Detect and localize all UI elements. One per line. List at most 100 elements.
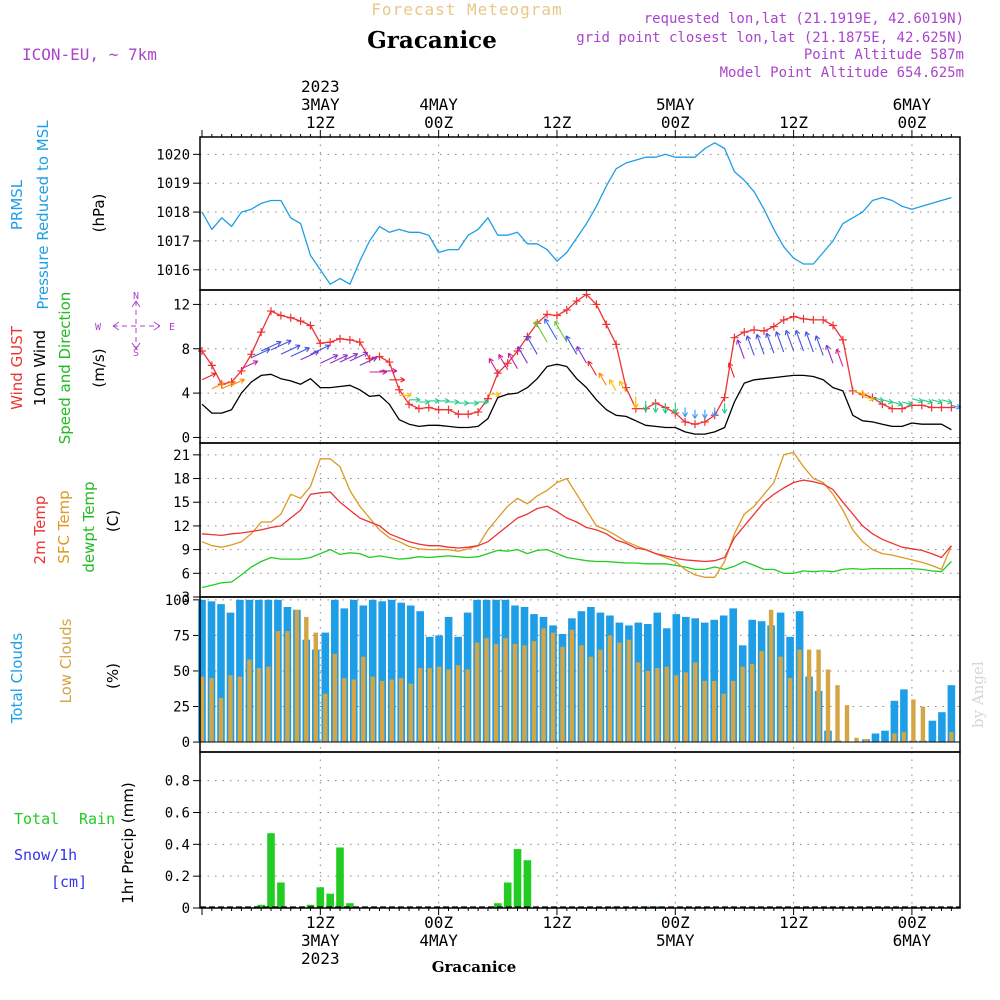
rain-bar xyxy=(503,882,512,908)
low-clouds-bar xyxy=(446,669,451,742)
total-clouds-bar xyxy=(900,689,908,742)
wind-gust-marker xyxy=(552,311,561,320)
wind-gust-marker xyxy=(888,404,897,413)
low-clouds-bar xyxy=(436,666,442,743)
wind-direction-arrow xyxy=(565,335,578,355)
low-clouds-bar xyxy=(294,609,300,742)
wind-direction-arrow xyxy=(692,409,698,419)
wind-gust-marker xyxy=(385,358,394,367)
rain-bar xyxy=(326,893,334,908)
wind-gust-marker xyxy=(276,311,285,320)
total-clouds-bar xyxy=(340,608,349,743)
low-clouds-bar xyxy=(787,678,793,743)
wind-gust-marker xyxy=(395,385,404,394)
bottom-time-label: 3MAY xyxy=(301,931,340,950)
low-clouds-bar xyxy=(522,645,527,742)
wind-direction-arrow xyxy=(794,329,805,352)
wind-gust-marker xyxy=(602,320,611,329)
wind-direction-arrow xyxy=(251,348,271,359)
temp-frame xyxy=(199,442,961,598)
total-clouds-bar xyxy=(236,599,244,742)
precip-unit-label: 1hr Precip (mm) xyxy=(119,782,137,903)
bottom-time-label: 12Z xyxy=(543,913,572,932)
wind-direction-arrow xyxy=(941,398,953,405)
wind-gust-marker xyxy=(543,310,552,319)
wind-gust-marker xyxy=(562,305,571,314)
low-clouds-bar xyxy=(750,663,755,742)
low-clouds-bar xyxy=(636,662,641,742)
wind-direction-arrow xyxy=(702,409,708,419)
wind-gust-marker xyxy=(592,300,601,309)
compass-e: E xyxy=(169,322,175,333)
rain-bar xyxy=(336,847,344,908)
clouds-side-labels: Total Clouds Low Clouds (%) xyxy=(8,618,122,724)
low-clouds-bar xyxy=(740,666,745,743)
low-clouds-bar xyxy=(550,632,556,743)
wind-gust-marker xyxy=(474,407,483,416)
wind-direction-arrow xyxy=(201,372,217,381)
bottom-time-label: 2023 xyxy=(301,949,340,968)
wind-direction-arrow xyxy=(359,356,378,366)
low-clouds-bar xyxy=(825,669,831,742)
dewpt-temp-line xyxy=(201,548,952,589)
total-label: Total xyxy=(14,810,59,828)
pressure-msl-label: Pressure Reduced to MSL xyxy=(34,120,52,310)
low-clouds-bar xyxy=(199,676,205,742)
low-clouds-bar xyxy=(768,609,774,742)
wind-direction-arrow xyxy=(804,331,814,353)
wind-direction-arrow xyxy=(882,398,894,405)
wind-gust-marker xyxy=(779,315,788,324)
top-time-label: 4MAY xyxy=(419,95,458,114)
wind-direction-arrow xyxy=(911,397,924,404)
wind-gust-marker xyxy=(700,417,709,426)
low-clouds-bar xyxy=(531,641,537,743)
total-clouds-bar xyxy=(368,599,377,742)
rain-bar xyxy=(257,904,265,908)
wind-10m-line xyxy=(201,363,952,435)
wind-gust-marker xyxy=(878,400,887,409)
wind-direction-arrow xyxy=(755,333,765,355)
wind-direction-arrow xyxy=(389,376,406,383)
wind-gust-marker xyxy=(799,314,808,323)
wind-gust-marker xyxy=(848,386,857,395)
compass-n: N xyxy=(133,291,139,302)
top-time-label: 00Z xyxy=(424,113,453,132)
low-clouds-bar xyxy=(607,635,613,743)
low-clouds-bar xyxy=(313,632,318,743)
top-time-label: 00Z xyxy=(897,113,926,132)
clouds-ytick-label: 25 xyxy=(173,699,190,715)
wind-direction-arrow xyxy=(211,382,225,390)
low-clouds-label: Low Clouds xyxy=(57,618,75,703)
wind-gust-marker xyxy=(838,335,847,344)
wind-gust-marker xyxy=(464,410,473,419)
low-clouds-bar xyxy=(702,680,707,742)
top-time-label: 12Z xyxy=(779,113,808,132)
precip-ytick-label: 0.2 xyxy=(165,869,190,885)
wind-direction-arrow xyxy=(814,335,824,356)
wind-gust-marker xyxy=(789,312,798,321)
wind-direction-arrow xyxy=(517,346,528,364)
temp-ytick-label: 18 xyxy=(173,472,190,488)
low-clouds-bar xyxy=(911,699,916,743)
low-clouds-bar xyxy=(304,616,309,742)
low-clouds-bar xyxy=(806,649,812,742)
wind-gust-marker xyxy=(829,321,838,330)
low-clouds-bar xyxy=(474,642,480,742)
pressure-unit-label: (hPa) xyxy=(90,194,108,233)
wind-direction-arrow xyxy=(320,354,339,364)
low-clouds-bar xyxy=(512,643,518,742)
wind-direction-arrow xyxy=(774,331,785,353)
wind-direction-arrow xyxy=(448,399,460,405)
temp-2m-line xyxy=(201,479,952,563)
low-clouds-bar xyxy=(484,638,489,742)
wind-gust-marker xyxy=(691,420,699,429)
wind-gust-marker xyxy=(267,307,276,316)
wind-direction-arrow xyxy=(892,400,903,407)
wind-direction-arrow xyxy=(369,369,388,375)
wind-gust-marker xyxy=(345,335,354,344)
low-clouds-bar xyxy=(266,666,271,743)
total-clouds-bar xyxy=(890,700,899,742)
wind-gust-marker xyxy=(947,403,956,412)
low-clouds-bar xyxy=(712,680,717,742)
wind-gust-marker xyxy=(286,313,295,322)
